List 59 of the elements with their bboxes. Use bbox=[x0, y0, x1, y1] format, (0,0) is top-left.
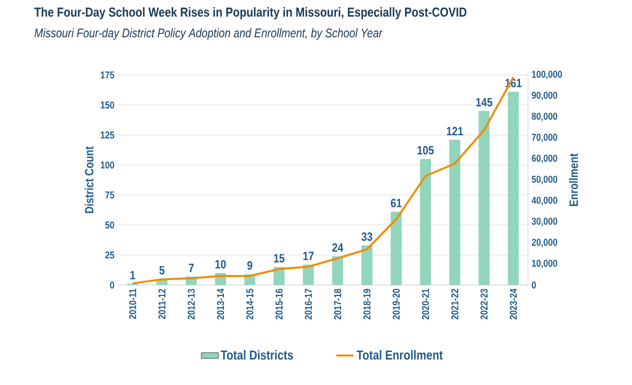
y2-tick-label: 10,000 bbox=[532, 260, 558, 268]
data-label: 9 bbox=[247, 261, 252, 270]
y-tick-label: 150 bbox=[100, 101, 114, 109]
x-tick-label: 2013-14 bbox=[216, 288, 224, 320]
x-tick-label: 2020-21 bbox=[422, 288, 430, 320]
x-tick-label: 2010-11 bbox=[129, 288, 136, 319]
data-label: 17 bbox=[303, 252, 314, 260]
data-label: 7 bbox=[188, 264, 194, 272]
y-tick-label: 50 bbox=[105, 221, 114, 229]
y-tick-label: 0 bbox=[110, 281, 114, 289]
y-tick-label: 100 bbox=[100, 161, 114, 169]
x-tick-label: 2021-22 bbox=[451, 288, 458, 320]
y-tick-label: 25 bbox=[105, 251, 114, 259]
x-tick-label: 2022-23 bbox=[480, 288, 488, 320]
data-label: 33 bbox=[361, 232, 372, 241]
chart-subtitle: Missouri Four-day District Policy Adoption and Enrollment, by School Year bbox=[34, 28, 383, 40]
data-label: 145 bbox=[476, 98, 492, 106]
x-tick-label: 2017-18 bbox=[334, 288, 342, 320]
y-tick-label: 125 bbox=[100, 131, 114, 139]
data-label: 5 bbox=[159, 266, 164, 274]
y2-tick-label: 70,000 bbox=[532, 134, 558, 142]
x-tick-label: 2018-19 bbox=[363, 288, 370, 320]
bar bbox=[508, 92, 519, 285]
x-tick-label: 2015-16 bbox=[276, 288, 283, 320]
data-label: 105 bbox=[418, 146, 434, 154]
y2-tick-label: 50,000 bbox=[532, 176, 558, 184]
y2-tick-label: 90,000 bbox=[532, 92, 558, 100]
y-tick-label: 75 bbox=[105, 191, 114, 198]
x-tick-label: 2019-20 bbox=[392, 288, 400, 320]
bar bbox=[390, 212, 402, 285]
y2-tick-label: 100,000 bbox=[532, 70, 562, 80]
y-axis-title: District Count bbox=[84, 146, 94, 214]
y2-axis-title: Enrollment bbox=[569, 153, 578, 206]
x-tick-label: 2023-24 bbox=[510, 288, 517, 320]
legend-label: Total Enrollment bbox=[356, 350, 443, 360]
bar bbox=[420, 158, 431, 285]
bar bbox=[449, 140, 460, 285]
x-tick-label: 2011-12 bbox=[158, 288, 166, 319]
x-tick-label: 2016-17 bbox=[304, 288, 312, 320]
bar bbox=[478, 110, 490, 285]
y2-tick-label: 60,000 bbox=[532, 154, 558, 164]
data-label: 121 bbox=[446, 126, 463, 136]
data-label: 24 bbox=[332, 243, 344, 252]
y2-tick-label: 80,000 bbox=[532, 112, 558, 122]
y2-tick-label: 20,000 bbox=[532, 238, 558, 248]
data-label: 1 bbox=[130, 271, 136, 280]
y2-tick-label: 40,000 bbox=[532, 196, 558, 206]
y-tick-label: 175 bbox=[100, 72, 114, 78]
chart-title: The Four-Day School Week Rises in Popularity in Missouri, Especially Post-COVID bbox=[34, 7, 466, 20]
y2-tick-label: 0 bbox=[532, 281, 536, 289]
data-label: 15 bbox=[274, 254, 284, 262]
x-tick-label: 2012-13 bbox=[188, 288, 195, 320]
y2-tick-label: 30,000 bbox=[532, 218, 558, 226]
legend-label: Total Districts bbox=[220, 350, 293, 360]
bar bbox=[332, 256, 344, 285]
bar bbox=[361, 245, 372, 285]
data-label: 61 bbox=[390, 198, 402, 208]
x-tick-label: 2014-15 bbox=[246, 288, 254, 320]
data-label: 10 bbox=[215, 260, 226, 268]
